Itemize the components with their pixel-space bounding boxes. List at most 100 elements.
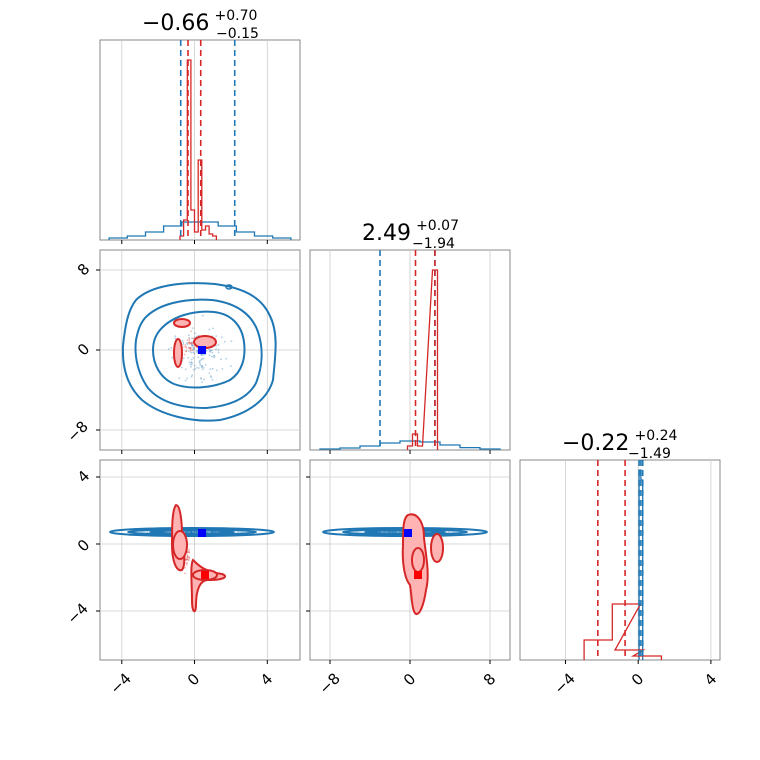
x1-vs-x2-blue-contour-mid — [134, 298, 263, 410]
x1-vs-x2-scatter-point — [194, 368, 197, 370]
diag-3-title: −0.22 +0.24 — [562, 428, 678, 456]
x1-vs-x2-ticks — [96, 269, 268, 454]
x1-vs-x2-scatter-point — [209, 351, 211, 353]
x1-vs-x2-blue-blip — [225, 284, 233, 290]
x1-vs-x2-scatter-point — [188, 347, 190, 349]
diag-2-histogram-blue — [319, 440, 501, 450]
x1-vs-x2-scatter-point — [182, 357, 185, 360]
x1-vs-x2-scatter-point — [202, 354, 204, 356]
x1-vs-x3-scatter-point — [184, 572, 186, 575]
x1-vs-x3-truth-marker — [198, 529, 206, 537]
x2-vs-x3-scatter-point — [398, 531, 401, 533]
x1-vs-x3-xtick-label: 4 — [257, 670, 276, 689]
x1-vs-x2-scatter-point — [204, 364, 207, 366]
x1-vs-x2-scatter-point — [201, 381, 204, 383]
x2-vs-x3-xtick-label: 0 — [400, 670, 419, 689]
diag-3-frame — [519, 459, 721, 661]
x1-vs-x2-scatter-point — [193, 352, 196, 355]
x1-vs-x2-scatter-point — [196, 350, 199, 352]
x1-vs-x2-scatter-point — [201, 368, 204, 371]
x1-vs-x3-blue-contour-inner — [149, 529, 235, 535]
x1-vs-x2-scatter-point — [208, 348, 211, 351]
diag-2-title-sub: −1.94 — [412, 236, 455, 252]
x1-vs-x2-scatter-point — [188, 346, 191, 349]
x1-vs-x2-scatter-point — [182, 343, 185, 345]
x1-vs-x2-scatter-point — [188, 346, 191, 349]
x1-vs-x2-scatter-point — [192, 344, 194, 347]
x1-vs-x2-scatter-point — [190, 330, 193, 333]
diag-2-gridlines — [329, 250, 491, 450]
diag-1-title-main: −0.66 — [142, 11, 209, 36]
x1-vs-x2-scatter-point — [210, 376, 213, 379]
x3-xtick-label: 4 — [701, 670, 720, 689]
diag-1-gridlines — [121, 40, 268, 240]
x1-vs-x3-xtick-label: −4 — [106, 669, 134, 697]
x1-vs-x2-scatter-point — [230, 340, 233, 343]
x1-vs-x3-ytick-label: 0 — [74, 536, 93, 555]
x1-vs-x2-scatter-point — [215, 335, 218, 337]
x1-vs-x2-scatter-point — [184, 345, 187, 348]
x2-vs-x3-red-contours — [401, 513, 444, 615]
x1-vs-x2-scatter-point — [224, 340, 226, 343]
diag-3-ticks — [565, 660, 712, 664]
x2-vs-x3-panel: −8 0 8 — [306, 459, 511, 698]
x1-vs-x3-scatter-point — [184, 566, 187, 569]
x1-vs-x2-scatter-point — [191, 327, 194, 329]
x1-vs-x2-panel: 8 0 −8 — [63, 249, 301, 454]
x1-vs-x2-scatter-point — [189, 348, 192, 351]
x1-vs-x2-scatter-point — [220, 336, 223, 339]
x1-vs-x3-red-contour-left-core — [172, 530, 188, 560]
x1-vs-x3-panel: 4 0 −4 −4 0 4 — [63, 459, 301, 698]
x1-vs-x2-scatter-point — [188, 343, 191, 345]
x1-vs-x2-scatter-point — [217, 343, 220, 346]
diag-2-title-sup: +0.07 — [416, 218, 459, 234]
x1-vs-x2-scatter-point — [216, 369, 218, 372]
x1-vs-x2-scatter-point — [201, 365, 204, 368]
x1-vs-x2-red-contours — [173, 318, 217, 368]
x2-vs-x3-ticks — [306, 476, 491, 664]
x1-vs-x2-scatter-point — [187, 341, 190, 344]
diag-1-ticks — [121, 240, 268, 244]
x1-vs-x2-scatter-point — [196, 349, 199, 352]
x1-vs-x3-scatter-point — [186, 559, 189, 561]
x1-vs-x3-scatter-point — [186, 556, 189, 559]
x1-vs-x2-scatter-point — [186, 339, 189, 341]
x1-vs-x3-scatter-point — [186, 562, 189, 564]
x1-vs-x2-scatter-point — [191, 337, 193, 340]
x1-vs-x2-scatter-point — [190, 375, 193, 378]
diag-1-title-sup: +0.70 — [215, 8, 258, 24]
x1-vs-x2-scatter-point — [187, 350, 190, 353]
x1-vs-x2-scatter-point — [217, 348, 220, 351]
x1-vs-x2-red-blob-left — [173, 338, 183, 368]
x1-vs-x2-scatter-point — [191, 349, 194, 351]
x1-vs-x3-scatter-point — [186, 564, 188, 566]
x1-vs-x2-scatter-point — [189, 363, 192, 366]
x1-vs-x2-scatter-point — [225, 357, 228, 360]
x1-vs-x2-scatter-point — [212, 327, 214, 330]
x2-vs-x3-xtick-label: −8 — [315, 669, 343, 697]
x1-vs-x2-scatter-point — [192, 369, 195, 371]
x1-vs-x3-scatter-point — [185, 562, 188, 565]
x1-vs-x2-scatter-point — [196, 367, 198, 369]
x1-vs-x3-blue-contours — [109, 527, 275, 537]
x1-vs-x2-ytick-label: 8 — [74, 260, 93, 279]
diag-3-panel: −0.22 +0.24 −1.49 −4 0 4 — [519, 428, 721, 698]
x1-vs-x2-scatter-point — [188, 341, 191, 344]
x1-vs-x2-scatter-point — [211, 355, 213, 358]
x1-vs-x2-scatter-point — [190, 342, 193, 345]
x1-vs-x3-ticks — [96, 476, 268, 664]
x1-vs-x2-scatter-point — [217, 351, 220, 354]
x1-vs-x3-scatter-point — [188, 548, 191, 551]
x1-vs-x2-scatter-point — [185, 350, 188, 353]
x3-xtick-label: 0 — [628, 670, 647, 689]
diag-3-quantiles — [597, 460, 644, 660]
x1-vs-x2-scatter-point — [209, 350, 212, 353]
x1-vs-x2-scatter-point — [197, 356, 200, 359]
diag-2-panel: 2.49 +0.07 −1.94 — [309, 218, 511, 454]
x1-vs-x2-scatter-point — [191, 342, 193, 344]
x1-vs-x2-scatter-point — [193, 347, 195, 350]
diag-1-histogram-red — [179, 59, 218, 240]
x1-vs-x2-scatter-point — [178, 377, 181, 380]
diag-2-title: 2.49 +0.07 — [362, 218, 459, 246]
